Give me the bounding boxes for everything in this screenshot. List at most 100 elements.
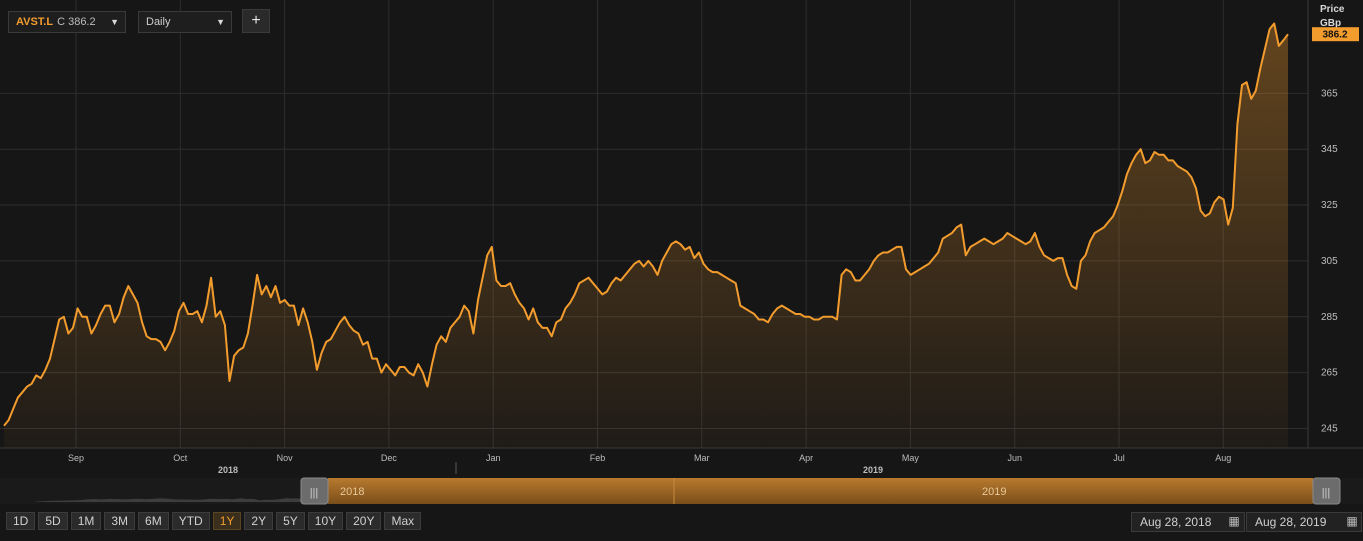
price-point — [831, 316, 833, 318]
price-line — [3, 22, 1289, 427]
x-tick-label: May — [902, 453, 920, 463]
price-point — [900, 246, 902, 248]
range-button-5d[interactable]: 5D — [38, 512, 68, 530]
price-point — [330, 338, 332, 340]
navigator-right-handle[interactable]: ||| — [1312, 477, 1341, 505]
price-point — [735, 282, 737, 284]
price-point — [910, 274, 912, 276]
price-point — [1213, 201, 1215, 203]
price-point — [265, 285, 267, 287]
price-point — [380, 372, 382, 374]
range-button-5y[interactable]: 5Y — [276, 512, 305, 530]
price-point — [127, 285, 129, 287]
price-point — [1048, 257, 1050, 259]
price-point — [873, 260, 875, 262]
price-point — [560, 319, 562, 321]
price-point — [518, 302, 520, 304]
price-point — [486, 254, 488, 256]
price-point — [569, 302, 571, 304]
range-button-20y[interactable]: 20Y — [346, 512, 382, 530]
price-point — [302, 307, 304, 309]
price-point — [1264, 48, 1266, 50]
price-point — [822, 316, 824, 318]
price-point — [597, 288, 599, 290]
navigator-window[interactable] — [328, 478, 1313, 504]
range-button-max[interactable]: Max — [384, 512, 422, 530]
range-button-6m[interactable]: 6M — [138, 512, 169, 530]
price-point — [514, 293, 516, 295]
range-button-10y[interactable]: 10Y — [307, 512, 344, 530]
price-point — [693, 257, 695, 259]
navigator[interactable]: 2018 2019 ||| ||| — [0, 477, 1363, 505]
price-point — [620, 280, 622, 282]
price-point — [54, 338, 56, 340]
range-button-1m[interactable]: 1M — [70, 512, 102, 530]
price-point — [1066, 274, 1068, 276]
price-point — [914, 271, 916, 273]
x-tick-label: Aug — [1215, 453, 1231, 463]
price-point — [1287, 33, 1289, 35]
price-point — [468, 310, 470, 312]
price-point — [601, 293, 603, 295]
price-point — [58, 319, 60, 321]
price-point — [284, 299, 286, 301]
price-point — [1121, 190, 1123, 192]
y-axis-ticks: 245 265 285 305 325 345 365 — [1321, 88, 1338, 434]
price-point — [730, 280, 732, 282]
price-point — [1103, 226, 1105, 228]
price-point — [1043, 254, 1045, 256]
price-point — [698, 252, 700, 254]
range-button-3m[interactable]: 3M — [104, 512, 136, 530]
price-point — [937, 252, 939, 254]
price-point — [758, 319, 760, 321]
range-button-1y[interactable]: 1Y — [212, 512, 242, 530]
price-point — [592, 282, 594, 284]
price-point — [495, 280, 497, 282]
price-point — [90, 333, 92, 335]
price-point — [3, 425, 5, 427]
price-point — [1029, 240, 1031, 242]
interval-selector[interactable]: Daily ▼ — [138, 11, 232, 33]
price-point — [376, 358, 378, 360]
price-point — [63, 316, 65, 318]
y-tick-label: 285 — [1321, 312, 1338, 323]
price-point — [785, 307, 787, 309]
last-price-badge — [1312, 27, 1359, 42]
price-point — [1094, 232, 1096, 234]
range-button-ytd[interactable]: YTD — [171, 512, 210, 530]
price-point — [983, 238, 985, 240]
price-point — [463, 305, 465, 307]
price-point — [1177, 165, 1179, 167]
navigator-left-handle[interactable]: ||| — [300, 477, 329, 505]
price-point — [542, 327, 544, 329]
start-date-field[interactable]: Aug 28, 2018 — [1131, 512, 1245, 532]
svg-text:|||: ||| — [1322, 487, 1331, 499]
add-series-button[interactable]: + — [242, 9, 270, 33]
price-point — [454, 321, 456, 323]
price-point — [1085, 254, 1087, 256]
range-button-2y[interactable]: 2Y — [244, 512, 274, 530]
ticker-selector[interactable]: AVST.L C 386.2 ▼ — [8, 11, 126, 33]
price-point — [979, 240, 981, 242]
price-point — [1062, 257, 1064, 259]
price-point — [799, 313, 801, 315]
calendar-icon[interactable]: ▦ — [1228, 514, 1240, 528]
calendar-icon[interactable]: ▦ — [1346, 514, 1358, 528]
price-point — [689, 246, 691, 248]
price-point — [1089, 240, 1091, 242]
price-point — [123, 296, 125, 298]
ticker-symbol: AVST.L — [16, 16, 54, 28]
price-point — [206, 305, 208, 307]
price-point — [399, 366, 401, 368]
price-point — [1011, 235, 1013, 237]
price-point — [192, 313, 194, 315]
price-point — [951, 232, 953, 234]
x-tick-label: Nov — [277, 453, 294, 463]
price-point — [26, 386, 28, 388]
price-point — [1227, 224, 1229, 226]
end-date-field[interactable]: Aug 28, 2019 — [1246, 512, 1362, 532]
price-point — [219, 310, 221, 312]
price-point — [477, 299, 479, 301]
range-button-1d[interactable]: 1D — [6, 512, 36, 530]
price-point — [1259, 67, 1261, 69]
